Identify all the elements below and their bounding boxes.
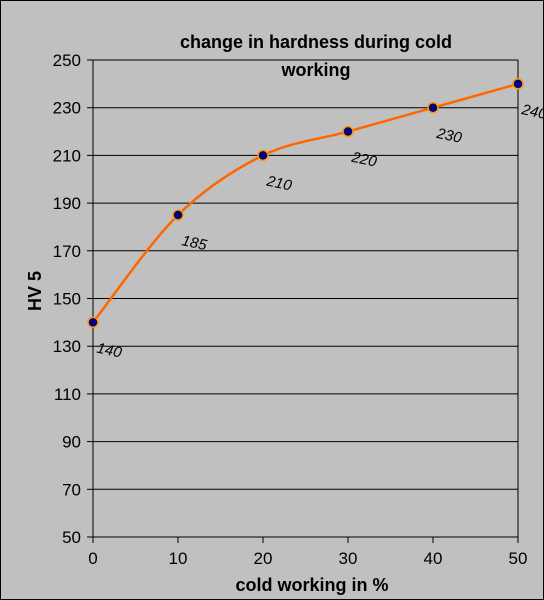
y-tick-label-170: 170 (53, 242, 81, 261)
x-tick-label-20: 20 (254, 549, 273, 568)
data-label-1: 185 (180, 232, 209, 254)
data-label-0: 140 (95, 340, 124, 362)
axis-layer (87, 59, 519, 543)
data-labels: 140 185 210 220 230 240 (95, 101, 543, 362)
data-point-0 (87, 316, 99, 329)
y-tick-label-130: 130 (53, 337, 81, 356)
x-tick-label-50: 50 (509, 549, 528, 568)
x-tick-label-10: 10 (169, 549, 188, 568)
y-tick-label-110: 110 (54, 385, 81, 404)
x-tick-label-0: 0 (88, 549, 97, 568)
y-tick-label-190: 190 (53, 194, 81, 213)
y-tick-label-150: 150 (53, 290, 81, 309)
chart-title-line-2: working (280, 60, 350, 80)
y-tick-label-90: 90 (62, 433, 81, 452)
y-tick-label-50: 50 (62, 528, 81, 547)
y-tick-label-250: 250 (53, 51, 81, 70)
data-label-4: 230 (434, 125, 464, 147)
grid-layer (93, 59, 518, 490)
data-point-3 (342, 125, 354, 138)
y-tick-label-70: 70 (62, 480, 81, 499)
data-label-5: 240 (519, 101, 543, 123)
x-axis-label: cold working in % (235, 575, 388, 595)
data-point-4 (427, 101, 439, 114)
data-markers (87, 78, 524, 329)
chart-title-line-1: change in hardness during cold (180, 32, 452, 52)
data-point-1 (172, 209, 184, 221)
x-tick-label-40: 40 (424, 549, 443, 568)
y-tick-label-210: 210 (53, 146, 81, 165)
data-point-5 (512, 78, 524, 90)
data-label-3: 220 (349, 149, 379, 171)
x-tick-labels: 0 10 20 30 40 50 (88, 549, 527, 568)
y-axis-label: HV 5 (25, 271, 45, 311)
y-tick-labels: 50 70 90 110 130 150 170 190 210 230 250 (53, 51, 81, 547)
y-tick-label-230: 230 (53, 99, 81, 118)
x-tick-label-30: 30 (339, 549, 358, 568)
data-point-2 (257, 149, 269, 162)
data-label-2: 210 (264, 172, 294, 194)
